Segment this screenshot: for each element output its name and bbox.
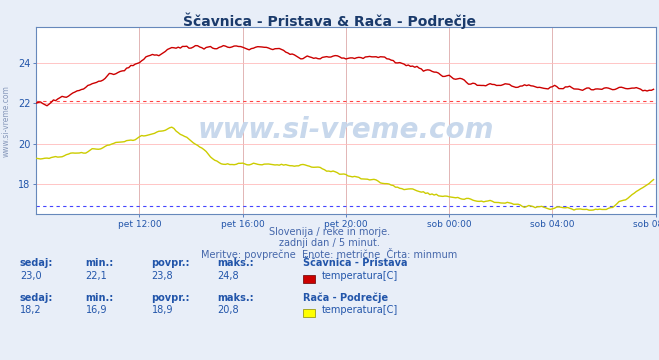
Text: www.si-vreme.com: www.si-vreme.com [198,116,494,144]
Text: min.:: min.: [86,258,114,269]
Text: temperatura[C]: temperatura[C] [322,305,398,315]
Text: sedaj:: sedaj: [20,258,53,269]
Text: Ščavnica - Pristava & Rača - Podrečje: Ščavnica - Pristava & Rača - Podrečje [183,13,476,29]
Text: 18,9: 18,9 [152,305,173,315]
Text: sedaj:: sedaj: [20,293,53,303]
Text: Ščavnica - Pristava: Ščavnica - Pristava [303,258,408,269]
Text: 24,8: 24,8 [217,271,239,281]
Text: temperatura[C]: temperatura[C] [322,271,398,281]
Text: 18,2: 18,2 [20,305,42,315]
Text: zadnji dan / 5 minut.: zadnji dan / 5 minut. [279,238,380,248]
Text: maks.:: maks.: [217,293,254,303]
Text: www.si-vreme.com: www.si-vreme.com [2,85,11,157]
Text: 23,0: 23,0 [20,271,42,281]
Text: povpr.:: povpr.: [152,258,190,269]
Text: povpr.:: povpr.: [152,293,190,303]
Text: min.:: min.: [86,293,114,303]
Text: 20,8: 20,8 [217,305,239,315]
Text: Meritve: povprečne  Enote: metrične  Črta: minmum: Meritve: povprečne Enote: metrične Črta:… [202,248,457,260]
Text: Slovenija / reke in morje.: Slovenija / reke in morje. [269,227,390,237]
Text: maks.:: maks.: [217,258,254,269]
Text: 22,1: 22,1 [86,271,107,281]
Text: 16,9: 16,9 [86,305,107,315]
Text: Rača - Podrečje: Rača - Podrečje [303,292,388,303]
Text: 23,8: 23,8 [152,271,173,281]
